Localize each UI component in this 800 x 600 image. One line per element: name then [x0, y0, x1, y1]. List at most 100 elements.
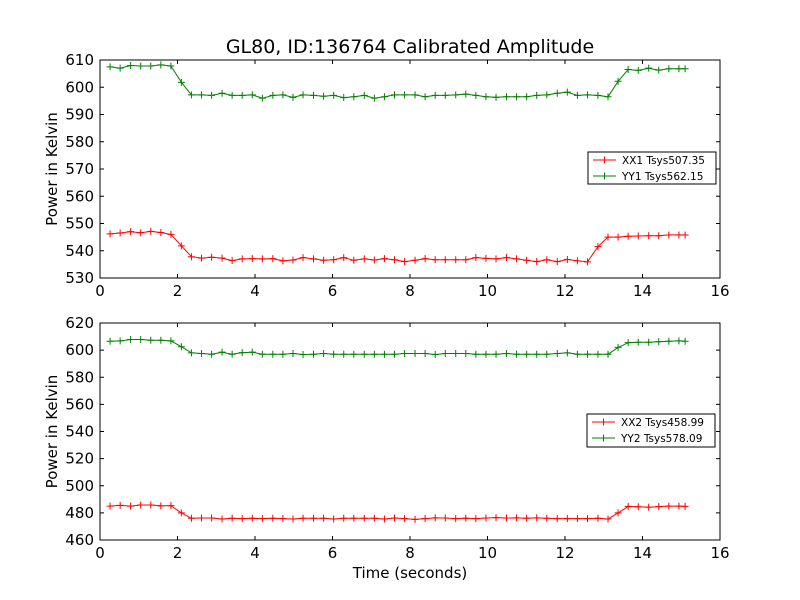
data-point-marker — [269, 255, 277, 263]
data-point-marker — [523, 93, 531, 101]
data-point-marker — [452, 515, 460, 523]
data-point-marker — [360, 91, 368, 99]
y-axis-label: Power in Kelvin — [43, 375, 61, 489]
data-point-marker — [533, 350, 541, 358]
data-point-marker — [401, 350, 409, 358]
legend-marker — [600, 418, 607, 426]
data-point-marker — [543, 256, 551, 264]
legend-item: XX2 Tsys458.99 — [592, 417, 704, 429]
data-point-marker — [340, 254, 348, 262]
data-point-marker — [681, 231, 689, 239]
data-point-marker — [350, 93, 358, 101]
data-point-marker — [218, 254, 226, 262]
data-point-marker — [147, 501, 155, 509]
legend-box — [586, 413, 716, 448]
x-tick-label: 14 — [633, 544, 652, 562]
data-point-marker — [238, 255, 246, 263]
data-point-marker — [482, 350, 490, 358]
data-point-marker — [401, 258, 409, 266]
data-point-marker — [594, 91, 602, 99]
data-point-marker — [137, 229, 145, 237]
data-point-marker — [645, 64, 653, 72]
y-tick-label: 580 — [65, 133, 94, 151]
data-point-marker — [380, 93, 388, 101]
data-point-marker — [380, 515, 388, 523]
data-point-marker — [573, 257, 581, 265]
data-point-marker — [198, 254, 206, 262]
data-point-marker — [147, 62, 155, 70]
data-point-marker — [502, 514, 510, 522]
data-point-marker — [350, 256, 358, 264]
y-tick-label: 520 — [65, 450, 94, 468]
data-point-marker — [462, 256, 470, 264]
data-point-marker — [370, 514, 378, 522]
data-point-marker — [594, 514, 602, 522]
x-tick-label: 6 — [328, 544, 338, 562]
data-point-marker — [167, 502, 175, 510]
data-point-marker — [177, 78, 185, 86]
data-point-marker — [553, 350, 561, 358]
data-point-marker — [543, 91, 551, 99]
data-point-marker — [482, 93, 490, 101]
data-point-marker — [238, 515, 246, 523]
data-point-marker — [634, 66, 642, 74]
series-2-2 — [106, 336, 689, 358]
data-point-marker — [624, 66, 632, 74]
data-point-marker — [258, 350, 266, 358]
data-point-marker — [370, 350, 378, 358]
data-point-marker — [360, 514, 368, 522]
data-point-marker — [330, 350, 338, 358]
legend-marker — [601, 172, 608, 180]
data-point-marker — [116, 501, 124, 509]
data-point-marker — [513, 350, 521, 358]
data-point-marker — [472, 350, 480, 358]
data-point-marker — [106, 63, 114, 71]
data-point-marker — [258, 515, 266, 523]
data-point-marker — [310, 514, 318, 522]
data-point-marker — [482, 254, 490, 262]
data-point-marker — [208, 350, 216, 358]
data-point-marker — [279, 350, 287, 358]
data-point-marker — [645, 503, 653, 511]
data-point-marker — [116, 64, 124, 72]
x-tick-label: 8 — [405, 544, 415, 562]
data-point-marker — [533, 258, 541, 266]
data-point-marker — [573, 515, 581, 523]
data-point-marker — [187, 253, 195, 261]
legend-marker — [600, 434, 607, 442]
data-point-marker — [594, 350, 602, 358]
data-point-marker — [665, 65, 673, 73]
series-line — [110, 230, 686, 263]
y-tick-label: 480 — [65, 504, 94, 522]
data-point-marker — [655, 338, 663, 346]
data-point-marker — [563, 515, 571, 523]
data-point-marker — [681, 337, 689, 345]
data-point-marker — [310, 91, 318, 99]
data-point-marker — [289, 515, 297, 523]
y-tick-label: 540 — [65, 242, 94, 260]
series-line — [110, 339, 686, 356]
x-tick-label: 0 — [95, 282, 105, 300]
data-point-marker — [563, 349, 571, 357]
data-point-marker — [208, 514, 216, 522]
data-point-marker — [137, 62, 145, 70]
data-point-marker — [421, 255, 429, 263]
data-point-marker — [401, 515, 409, 523]
data-point-marker — [594, 243, 602, 251]
data-point-marker — [198, 350, 206, 358]
data-point-marker — [665, 231, 673, 239]
x-tick-label: 14 — [633, 282, 652, 300]
data-point-marker — [614, 509, 622, 517]
data-point-marker — [533, 514, 541, 522]
series-line — [110, 64, 686, 99]
data-point-marker — [198, 514, 206, 522]
data-point-marker — [411, 515, 419, 523]
x-tick-label: 0 — [95, 544, 105, 562]
y-axis-label: Power in Kelvin — [43, 112, 61, 226]
y-tick-label: 560 — [65, 395, 94, 413]
x-tick-label: 12 — [555, 544, 574, 562]
series-1-1 — [106, 227, 689, 266]
data-point-marker — [127, 228, 135, 236]
x-tick-label: 4 — [250, 282, 260, 300]
data-point-marker — [553, 515, 561, 523]
